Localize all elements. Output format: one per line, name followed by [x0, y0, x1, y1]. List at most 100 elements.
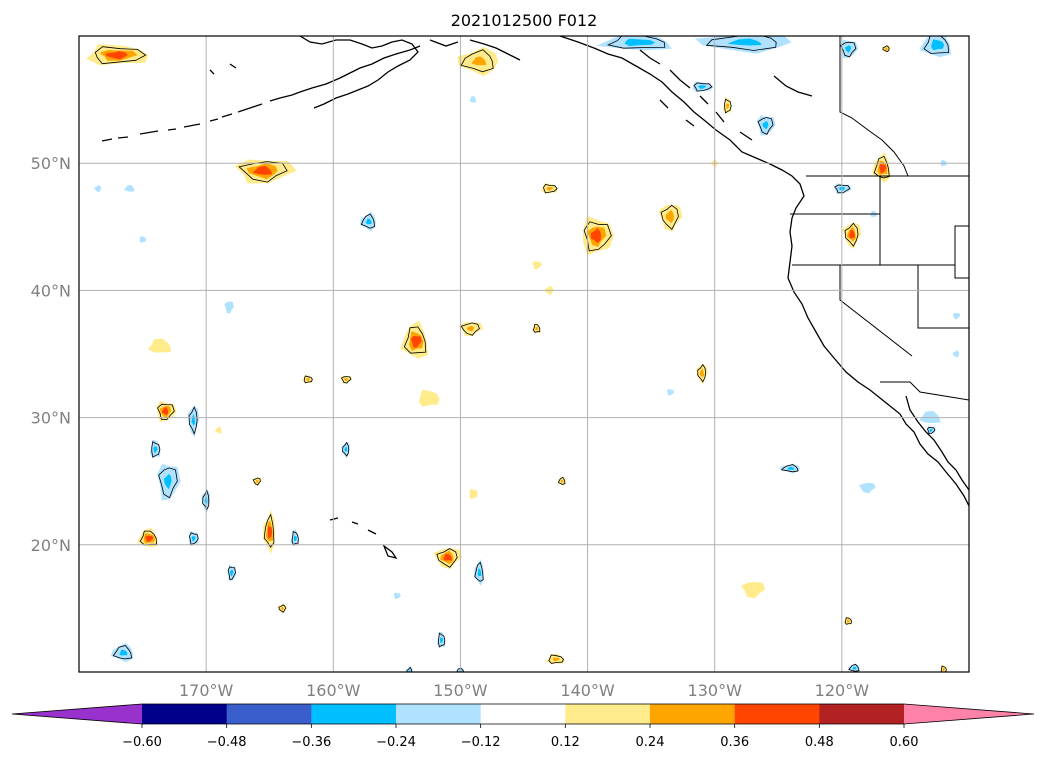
contour-fill	[852, 666, 857, 670]
contour-line	[757, 117, 774, 135]
contour-line	[252, 477, 261, 486]
contour-blob	[224, 301, 234, 314]
lon-tick-label: 150°W	[433, 681, 488, 700]
contour-line	[278, 604, 286, 613]
contour-line	[227, 566, 236, 580]
colorbar-tick-label: 0.12	[551, 735, 580, 750]
contour-blob	[667, 388, 675, 396]
contour-blob	[147, 338, 172, 353]
contour-blob	[400, 320, 428, 359]
contour-line	[406, 666, 413, 672]
contour-blob	[872, 152, 891, 183]
contour-line	[873, 155, 890, 179]
contour-fill	[469, 488, 478, 500]
lat-tick-label: 40°N	[31, 281, 71, 300]
lon-tick-label: 120°W	[815, 681, 870, 700]
contour-fill	[267, 525, 273, 539]
contour-blob	[418, 389, 440, 407]
colorbar-tick-label: −0.60	[122, 735, 162, 750]
contour-fill	[741, 582, 766, 599]
contour-fill	[552, 657, 560, 662]
contour-line	[436, 548, 458, 568]
contour-fill	[439, 637, 444, 644]
lat-tick-label: 50°N	[31, 154, 71, 173]
contour-fill	[952, 313, 961, 320]
latitude-labels: 20°N 30°N 40°N 50°N	[31, 154, 71, 555]
contour-line	[532, 323, 541, 333]
contour-fill	[849, 229, 855, 239]
contour-fill	[255, 479, 259, 483]
contour-fill	[466, 325, 474, 332]
contour-fill	[215, 426, 222, 434]
contour-line	[403, 326, 427, 354]
colorbar-tick-label: 0.48	[805, 735, 834, 750]
contour-blob	[741, 582, 766, 599]
contour-fill	[846, 619, 850, 623]
contour-fill	[884, 47, 888, 50]
contour-blob	[532, 261, 542, 270]
contour-blob	[919, 410, 941, 423]
contour-fill	[293, 535, 297, 542]
contour-blob	[123, 184, 135, 192]
contour-line	[460, 322, 480, 336]
contour-fill	[123, 184, 135, 192]
contour-line	[238, 161, 288, 183]
contour-line	[926, 426, 936, 435]
contour-fill	[471, 56, 487, 66]
baja-peninsula	[905, 395, 969, 491]
contour-fill	[762, 121, 769, 130]
contour-line	[342, 441, 350, 457]
contour-fill	[624, 38, 656, 46]
state-borders	[790, 176, 969, 401]
contour-blob	[919, 36, 952, 58]
contour-blob	[139, 236, 147, 243]
lon-tick-label: 140°W	[560, 681, 615, 700]
contour-line	[360, 213, 376, 229]
contour-fill	[786, 466, 795, 470]
contour-line	[882, 45, 890, 53]
contour-line	[340, 376, 352, 384]
contour-line	[139, 530, 157, 546]
contour-fill	[343, 377, 348, 382]
contour-fill	[590, 227, 601, 244]
contour-line	[437, 632, 446, 648]
colorbar-tick-label: −0.48	[207, 735, 247, 750]
chart-title: 2021012500 F012	[451, 11, 598, 30]
contour-line	[188, 406, 198, 435]
contour-fill	[919, 410, 941, 423]
colorbar-tick-label: −0.12	[461, 735, 501, 750]
contour-fill	[365, 218, 372, 225]
contour-fill	[344, 446, 348, 452]
contour-blob	[137, 527, 159, 548]
colorbar-tick-labels: −0.60 −0.48 −0.36 −0.24 −0.12 0.12 0.24 0.36 0.4…	[122, 724, 918, 750]
contour-fill	[560, 479, 564, 483]
contour-line	[693, 82, 713, 92]
contour-fill	[697, 85, 707, 89]
contour-fill	[139, 236, 147, 243]
contour-blob	[694, 36, 792, 54]
contour-line	[844, 222, 859, 247]
contour-line	[189, 532, 199, 545]
contour-line-layer	[94, 36, 950, 672]
contour-blob	[658, 204, 683, 232]
lon-tick-label: 170°W	[179, 681, 234, 700]
contour-blob	[469, 488, 478, 500]
longitude-labels: 170°W 160°W 150°W 140°W 130°W 120°W	[179, 681, 869, 700]
contour-fill	[845, 45, 852, 53]
contour-line	[151, 441, 161, 458]
lon-tick-label: 130°W	[688, 681, 743, 700]
contour-fill	[879, 163, 887, 174]
colorbar-segment	[396, 704, 482, 724]
contour-line	[158, 467, 178, 499]
contour-fill	[410, 335, 422, 348]
colorbar	[11, 703, 1035, 725]
colorbar-extend-low	[12, 704, 142, 724]
contour-fill	[667, 388, 675, 396]
contour-fill	[942, 668, 945, 671]
colorbar-tick-label: −0.24	[376, 735, 416, 750]
contour-line	[724, 98, 732, 114]
contour-fill	[280, 606, 284, 610]
contour-line	[291, 531, 299, 546]
colorbar-tick-label: 0.36	[720, 735, 749, 750]
